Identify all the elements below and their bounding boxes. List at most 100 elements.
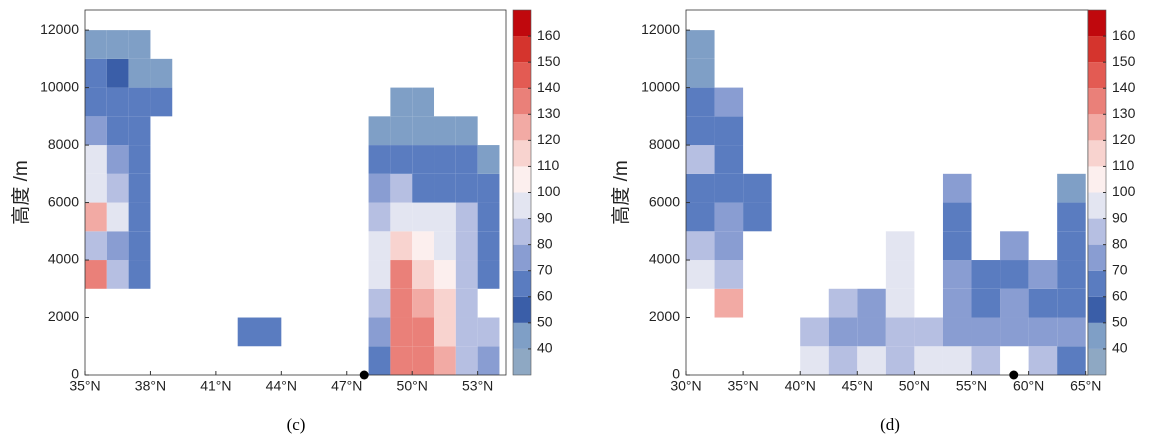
- cell: [686, 30, 715, 59]
- cell: [368, 231, 391, 261]
- cell: [150, 58, 173, 88]
- colorbar-segment: [1088, 62, 1106, 89]
- cell: [368, 145, 391, 174]
- colorbar-segment: [513, 62, 531, 89]
- x-tick-label: 55°N: [956, 378, 987, 394]
- x-tick-label: 65°N: [1070, 378, 1101, 394]
- x-tick-label: 47°N: [331, 378, 362, 394]
- cell: [368, 202, 391, 232]
- cell: [128, 116, 151, 146]
- cell: [128, 202, 151, 232]
- colorbar-tick-label: 120: [1112, 131, 1136, 147]
- colorbar-tick-label: 80: [537, 235, 553, 251]
- cell: [1057, 346, 1086, 375]
- cell: [885, 231, 915, 261]
- colorbar-segment: [513, 322, 531, 349]
- y-tick-label: 2000: [649, 308, 680, 324]
- cell: [686, 116, 715, 146]
- colorbar-tick-label: 50: [537, 314, 553, 330]
- colorbar-tick-label: 40: [1112, 340, 1128, 356]
- cell: [885, 317, 915, 347]
- cell: [434, 346, 456, 375]
- colorbar-segment: [1088, 140, 1106, 167]
- colorbar-segment: [1088, 36, 1106, 63]
- cell: [857, 346, 886, 375]
- colorbar-tick-label: 90: [1112, 209, 1128, 225]
- cell: [106, 87, 129, 117]
- x-tick-label: 50°N: [397, 378, 428, 394]
- cell: [885, 260, 915, 289]
- cell: [412, 145, 435, 174]
- x-tick-label: 60°N: [1013, 378, 1044, 394]
- cell: [714, 173, 744, 203]
- cell: [390, 202, 413, 232]
- cell: [390, 116, 413, 146]
- cell: [106, 58, 129, 88]
- cell: [1028, 346, 1058, 375]
- colorbar-segment: [1088, 270, 1106, 297]
- cell: [714, 145, 744, 174]
- colorbar-segment: [1088, 348, 1106, 375]
- colorbar-tick-label: 100: [1112, 183, 1136, 199]
- cell: [885, 346, 915, 375]
- cell: [455, 317, 478, 347]
- cell: [434, 317, 456, 347]
- colorbar-tick-label: 50: [1112, 314, 1128, 330]
- cell: [85, 173, 107, 203]
- cell: [828, 346, 858, 375]
- caption: (d): [880, 415, 900, 434]
- cell: [434, 288, 456, 318]
- cell: [434, 116, 456, 146]
- cell: [390, 145, 413, 174]
- cell: [455, 346, 478, 375]
- cell: [971, 317, 1001, 347]
- cell: [1028, 260, 1058, 289]
- x-tick-label: 50°N: [899, 378, 930, 394]
- colorbar-segment: [1088, 88, 1106, 115]
- cell: [714, 260, 744, 289]
- cell: [412, 87, 435, 117]
- cell: [1000, 260, 1029, 289]
- cell: [390, 288, 413, 318]
- cell: [390, 260, 413, 289]
- cell: [714, 202, 744, 232]
- location-marker: [359, 370, 369, 380]
- y-axis-label: 高度 /m: [10, 160, 32, 224]
- cell: [1028, 288, 1058, 318]
- cell: [434, 173, 456, 203]
- cell: [412, 317, 435, 347]
- cell: [477, 231, 500, 261]
- colorbar-tick-label: 70: [537, 261, 553, 277]
- cell: [942, 288, 972, 318]
- cell: [1000, 231, 1029, 261]
- cell: [150, 87, 173, 117]
- y-tick-label: 10000: [641, 78, 680, 94]
- cell: [412, 202, 435, 232]
- colorbar-tick-label: 120: [537, 131, 561, 147]
- cell: [1057, 260, 1086, 289]
- cell: [368, 116, 391, 146]
- cell: [85, 116, 107, 146]
- cell: [477, 346, 500, 375]
- colorbar-segment: [1088, 166, 1106, 193]
- cell: [390, 173, 413, 203]
- colorbar-segment: [1088, 192, 1106, 219]
- colorbar-segment: [1088, 296, 1106, 323]
- cell: [85, 58, 107, 88]
- colorbar-tick-label: 150: [1112, 53, 1136, 69]
- cell: [390, 317, 413, 347]
- cell: [259, 317, 282, 347]
- cell: [885, 288, 915, 318]
- x-tick-label: 53°N: [462, 378, 493, 394]
- cell: [828, 317, 858, 347]
- cell: [686, 202, 715, 232]
- cell: [106, 231, 129, 261]
- y-tick-label: 12000: [641, 21, 680, 37]
- colorbar-segment: [513, 244, 531, 271]
- cell: [390, 231, 413, 261]
- cell: [1057, 231, 1086, 261]
- colorbar-segment: [1088, 244, 1106, 271]
- colorbar-segment: [513, 114, 531, 141]
- cell: [128, 260, 151, 289]
- colorbar-segment: [1088, 218, 1106, 245]
